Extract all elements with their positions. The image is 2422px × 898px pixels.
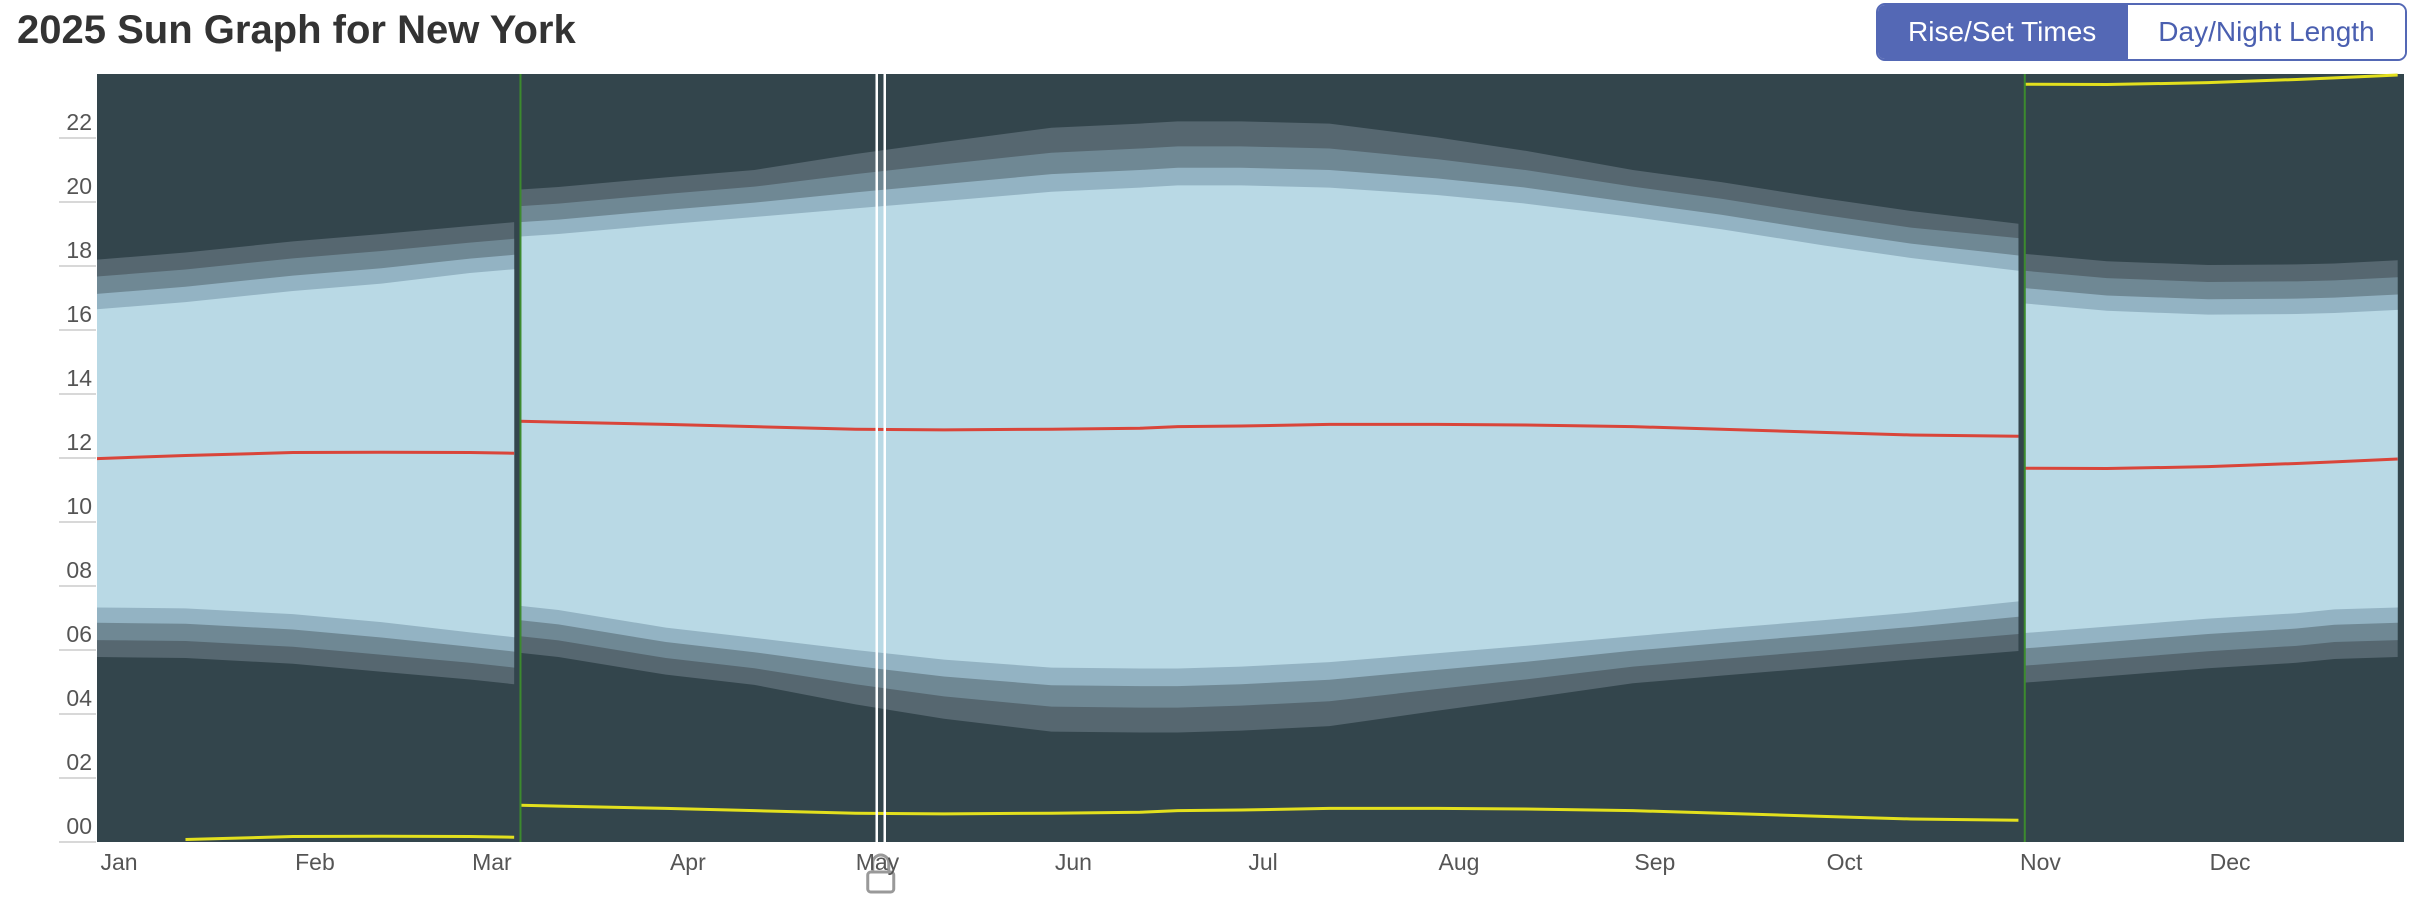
time-line: [96, 450, 515, 461]
x-tick-label: Oct: [1827, 849, 1863, 875]
lock-icon: [866, 853, 896, 894]
time-line: [2024, 457, 2398, 471]
time-line: [520, 419, 2019, 438]
x-tick-label: Aug: [1438, 849, 1479, 875]
time-line: [185, 834, 515, 841]
twilight-band: [2024, 303, 2398, 634]
y-tick-label: 22: [66, 109, 92, 135]
x-tick-label: May: [856, 849, 900, 875]
y-tick-label: 18: [66, 237, 92, 263]
x-tick-label: Sep: [1634, 849, 1675, 875]
x-tick-label: Nov: [2020, 849, 2061, 875]
chart-title: 2025 Sun Graph for New York: [17, 8, 576, 52]
y-tick-label: 14: [66, 365, 92, 391]
x-tick-label: Apr: [670, 849, 706, 875]
y-tick-label: 10: [66, 493, 92, 519]
lock-body: [866, 870, 896, 894]
toggle-button[interactable]: Day/Night Length: [2126, 5, 2405, 59]
y-tick-label: 04: [66, 685, 92, 711]
x-tick-label: Jun: [1055, 849, 1092, 875]
x-tick-label: Jul: [1248, 849, 1277, 875]
x-tick-label: Mar: [472, 849, 512, 875]
y-tick-label: 12: [66, 429, 92, 455]
y-tick-label: 00: [66, 813, 92, 839]
y-tick-label: 06: [66, 621, 92, 647]
toggle-button[interactable]: Rise/Set Times: [1878, 5, 2127, 59]
lock-shackle: [871, 853, 891, 872]
view-toggle: Rise/Set Times Day/Night Length: [1876, 3, 2407, 61]
y-tick-label: 08: [66, 557, 92, 583]
time-line: [520, 803, 2019, 822]
y-tick-label: 20: [66, 173, 92, 199]
y-tick-label: 16: [66, 301, 92, 327]
x-tick-label: Dec: [2210, 849, 2251, 875]
x-tick-label: Feb: [295, 849, 335, 875]
time-line: [2024, 73, 2398, 87]
y-tick-label: 02: [66, 749, 92, 775]
x-tick-label: Jan: [100, 849, 137, 875]
